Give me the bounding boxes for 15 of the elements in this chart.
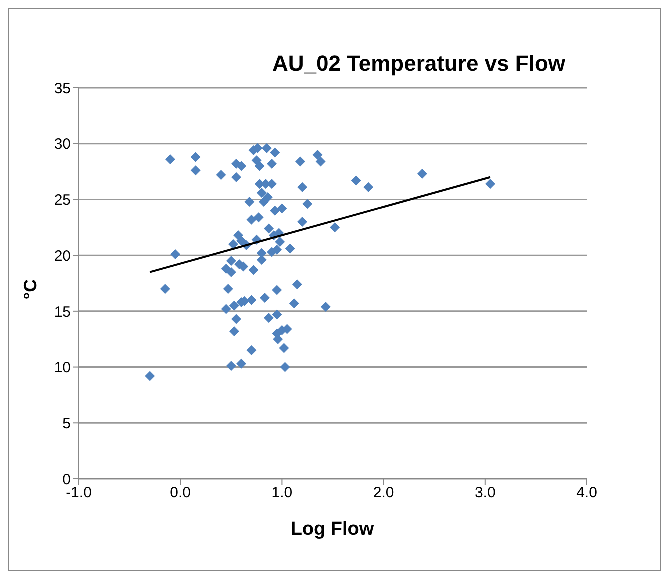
x-tick-label: 1.0 — [272, 484, 293, 502]
y-tick-label: 5 — [62, 415, 71, 432]
y-tick-label: 15 — [54, 304, 71, 321]
x-axis-title: Log Flow — [290, 519, 376, 541]
y-axis-title: °C — [20, 278, 42, 302]
x-tick-label: 2.0 — [373, 484, 394, 502]
y-tick-label: 10 — [54, 360, 71, 377]
x-tick-label: 4.0 — [576, 484, 598, 502]
x-tick-label: 3.0 — [474, 484, 496, 502]
y-tick-label: 30 — [54, 136, 71, 154]
y-tick-label: 35 — [54, 80, 71, 98]
chart-title: AU_02 Temperature vs Flow — [271, 51, 567, 77]
y-tick-label: 20 — [54, 248, 71, 265]
y-tick-label: 25 — [54, 192, 71, 210]
x-tick-label: 0.0 — [170, 484, 192, 502]
